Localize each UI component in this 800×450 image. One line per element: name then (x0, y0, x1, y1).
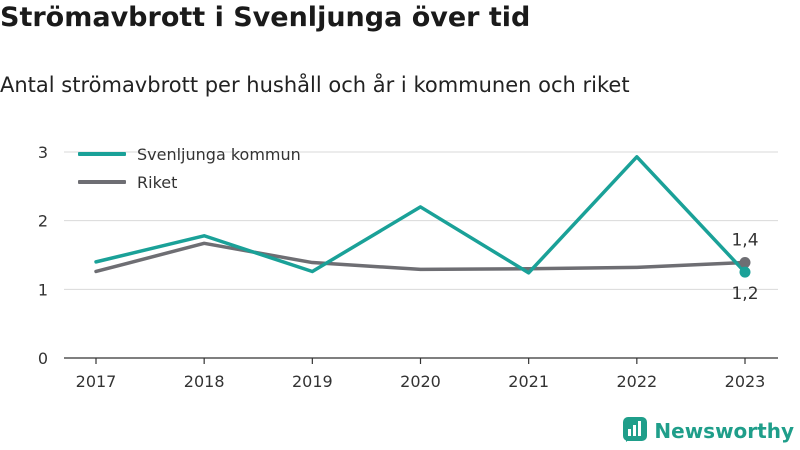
x-tick-label: 2021 (508, 372, 549, 391)
end-point-svenljunga (739, 266, 751, 278)
chart-title: Strömavbrott i Svenljunga över tid (0, 2, 531, 33)
legend-label: Riket (137, 173, 177, 192)
x-tick-label: 2017 (76, 372, 117, 391)
end-point-riket (739, 257, 751, 269)
brand-logo: Newsworthy (622, 416, 794, 446)
end-label-svenljunga: 1,2 (731, 284, 758, 304)
chart-subtitle: Antal strömavbrott per hushåll och år i … (0, 73, 630, 97)
gridlines (64, 151, 778, 290)
y-tick-label: 1 (38, 280, 48, 299)
legend-label: Svenljunga kommun (137, 145, 301, 164)
x-tick-label: 2023 (725, 372, 766, 391)
y-axis: 0 1 2 3 (38, 143, 48, 368)
series-lines (94, 155, 751, 278)
x-tick-label: 2019 (292, 372, 333, 391)
brand-name: Newsworthy (654, 419, 794, 443)
end-labels: 1,2 1,4 (731, 231, 758, 305)
y-tick-label: 2 (38, 212, 48, 231)
x-tick-label: 2020 (400, 372, 441, 391)
newsworthy-logo-icon (622, 416, 648, 446)
x-tick-label: 2018 (184, 372, 225, 391)
end-label-riket: 1,4 (731, 231, 758, 251)
x-axis: 2017 2018 2019 2020 2021 2022 2023 (64, 357, 778, 391)
y-tick-label: 3 (38, 143, 48, 162)
y-tick-label: 0 (38, 349, 48, 368)
series-line-riket (94, 241, 747, 274)
legend: Svenljunga kommun Riket (78, 145, 301, 192)
legend-swatch (78, 152, 126, 156)
series-line-svenljunga (94, 155, 747, 275)
legend-swatch (78, 180, 126, 184)
x-tick-label: 2022 (616, 372, 657, 391)
